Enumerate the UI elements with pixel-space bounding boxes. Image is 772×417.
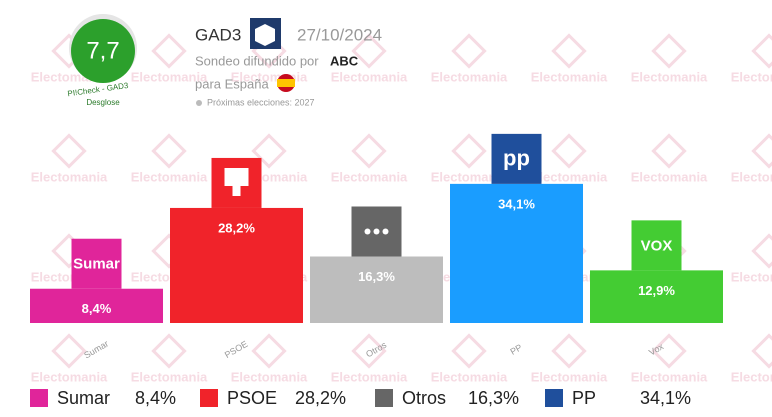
watermark-icon	[651, 333, 687, 369]
party-logo	[631, 220, 682, 271]
ballot-icon	[196, 100, 202, 106]
watermark: Electomania	[531, 369, 608, 384]
watermark: Electomania	[731, 269, 772, 284]
logo-dot	[373, 228, 380, 235]
watermark: Electomania	[331, 169, 408, 184]
value-label: 28,2%	[218, 220, 255, 235]
watermark: Electomania	[431, 369, 508, 384]
watermark: Electomania	[631, 369, 708, 384]
legend-icon	[30, 389, 48, 407]
score: 7,7	[86, 37, 119, 64]
watermark-icon	[351, 333, 387, 369]
bar	[170, 207, 303, 323]
x-tick-label: PSOE	[223, 339, 250, 360]
watermark: Electomania	[631, 69, 708, 84]
watermark: Electomania	[131, 369, 208, 384]
watermark-icon	[351, 33, 387, 69]
watermark: Electomania	[31, 169, 108, 184]
pollster-logo-icon	[255, 24, 275, 46]
watermark-icon	[451, 133, 487, 169]
bar	[590, 270, 723, 323]
region: para España	[195, 76, 269, 91]
logo-rose	[224, 167, 249, 196]
bar	[450, 183, 583, 323]
value-label: 34,1%	[498, 196, 535, 211]
x-tick-label: PP	[508, 342, 523, 357]
watermark: Electomania	[531, 69, 608, 84]
watermark-icon	[551, 133, 587, 169]
watermark-icon	[551, 33, 587, 69]
watermark-icon	[151, 33, 187, 69]
watermark: Electomania	[131, 69, 208, 84]
watermark-icon	[51, 133, 87, 169]
legend-icon	[375, 389, 393, 407]
legend-value: 34,1%	[640, 388, 691, 408]
watermark: Electomania	[731, 169, 772, 184]
legend-label: PP	[572, 388, 596, 408]
watermark-icon	[251, 333, 287, 369]
legend-value: 28,2%	[295, 388, 346, 408]
value-label: 16,3%	[358, 269, 395, 284]
watermark: Electomania	[731, 69, 772, 84]
watermark: Electomania	[231, 369, 308, 384]
legend-icon	[545, 389, 563, 407]
watermark: Electomania	[731, 369, 772, 384]
flag-band	[277, 79, 295, 87]
logo-text: VOX	[641, 237, 673, 254]
watermark: Electomania	[331, 369, 408, 384]
value-label: 12,9%	[638, 283, 675, 298]
logo-dot	[382, 228, 389, 235]
legend-label: Otros	[402, 388, 446, 408]
watermark: Electomania	[631, 169, 708, 184]
watermark: Electomania	[31, 369, 108, 384]
watermark-icon	[351, 133, 387, 169]
score-badge	[71, 19, 135, 83]
party-logo	[491, 133, 542, 184]
pollster: GAD3	[195, 25, 241, 44]
watermark-icon	[551, 333, 587, 369]
published-by: Sondeo difundido por	[195, 53, 319, 68]
watermark-icon	[751, 33, 772, 69]
watermark: Electomania	[531, 169, 608, 184]
watermark-icon	[651, 133, 687, 169]
legend-label: PSOE	[227, 388, 277, 408]
legend-icon	[200, 389, 218, 407]
bar	[310, 256, 443, 323]
bars: 8,4%SumarSumar28,2%PSOE16,3%Otros34,1%pp…	[30, 133, 723, 360]
party-logo	[71, 238, 122, 289]
date: 27/10/2024	[297, 25, 382, 44]
watermark-icon	[751, 233, 772, 269]
legend-value: 16,3%	[468, 388, 519, 408]
watermark-icon	[451, 333, 487, 369]
legend-value: 8,4%	[135, 388, 176, 408]
watermark-icon	[751, 133, 772, 169]
watermark-icon	[451, 33, 487, 69]
x-tick-label: Sumar	[82, 338, 110, 360]
bar	[30, 288, 163, 323]
logo-text: Sumar	[73, 256, 120, 273]
logo-dot	[364, 228, 371, 235]
score-link[interactable]: Desglose	[86, 98, 120, 107]
watermark-icon	[751, 333, 772, 369]
watermark-icon	[151, 333, 187, 369]
media: ABC	[330, 53, 359, 68]
watermark-icon	[51, 333, 87, 369]
next-election: Próximas elecciones: 2027	[207, 97, 315, 107]
watermark-icon	[151, 133, 187, 169]
watermark: Electomania	[431, 169, 508, 184]
legend-label: Sumar	[57, 388, 110, 408]
watermark-icon	[651, 33, 687, 69]
watermark: Electomania	[431, 69, 508, 84]
watermark: Electomania	[131, 169, 208, 184]
watermark: Electomania	[331, 69, 408, 84]
value-label: 8,4%	[82, 301, 112, 316]
logo-text: pp	[503, 146, 530, 171]
